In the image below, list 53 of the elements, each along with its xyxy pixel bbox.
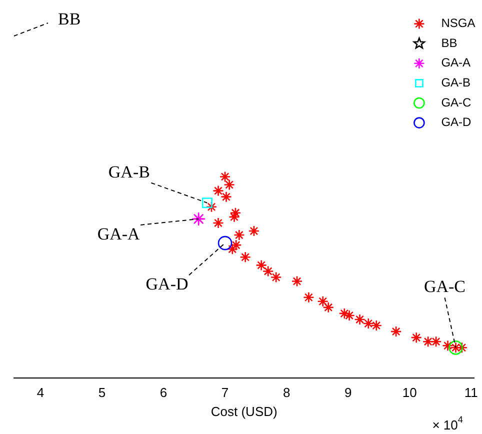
point (218, 236, 232, 250)
point (354, 314, 366, 326)
point (262, 266, 274, 277)
x-tick-label: 4 (36, 385, 44, 400)
point (317, 296, 328, 308)
legend-label: BB (441, 36, 458, 50)
point (370, 320, 382, 332)
x-tick-label: 11 (464, 385, 478, 400)
point (291, 276, 303, 287)
point (362, 318, 374, 330)
legend-label: GA-C (441, 95, 472, 110)
point (224, 179, 235, 190)
annotation: GA-A (97, 224, 141, 244)
point (430, 336, 442, 348)
point (322, 302, 334, 314)
point (212, 185, 224, 196)
point (226, 243, 238, 255)
x-tick-label: 9 (344, 385, 352, 400)
x-tick-label: 8 (282, 385, 290, 400)
point (344, 310, 355, 322)
legend-label: GA-D (441, 115, 472, 130)
point (240, 252, 251, 263)
point (442, 340, 454, 352)
point (202, 198, 212, 208)
point (248, 225, 260, 237)
point (230, 207, 242, 219)
x-tick-label: 10 (402, 385, 417, 400)
point (206, 201, 218, 213)
point (303, 292, 314, 304)
point (228, 211, 240, 223)
x-tick-label: 5 (98, 385, 106, 400)
x-tick-label: 7 (221, 385, 229, 400)
point (270, 272, 282, 283)
point (212, 217, 224, 229)
text: BB (58, 9, 81, 28)
point (422, 336, 434, 348)
annotation: GA-C (424, 277, 466, 296)
x-tick-label: 6 (160, 385, 168, 400)
point (338, 308, 350, 320)
point (234, 229, 245, 241)
annotation: GA-D (146, 274, 188, 294)
legend-label: GA-B (441, 76, 471, 90)
point (410, 332, 422, 344)
x-axis-title: Cost (USD) (210, 404, 278, 419)
point (256, 260, 267, 271)
point (220, 191, 232, 202)
point (456, 342, 468, 354)
point (219, 171, 231, 182)
legend-label: GA-A (441, 56, 471, 70)
legend-label: NSGA (441, 16, 476, 30)
point (230, 239, 242, 251)
annotation: GA-B (108, 162, 150, 182)
point (390, 326, 402, 338)
